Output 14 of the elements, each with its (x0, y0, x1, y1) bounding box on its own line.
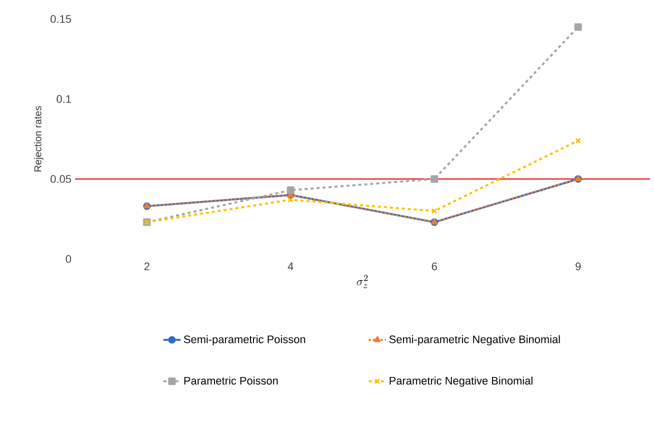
y-tick-label: 0.1 (56, 95, 71, 103)
legend-label: Parametric Poisson (184, 376, 278, 385)
x-tick-label: 4 (288, 262, 294, 270)
y-axis-title: Rejection rates (34, 106, 44, 172)
y-tick-label: 0 (66, 255, 72, 263)
x-tick-label: 2 (144, 262, 150, 270)
x-tick-label: 9 (576, 262, 581, 270)
x-tick-label: 6 (432, 262, 437, 270)
legend-label: Semi-parametric Poisson (184, 335, 306, 346)
x-axis-title: $\sigma_z^2$ (356, 274, 368, 288)
legend-label: Parametric Negative Binomial (390, 376, 532, 387)
legend-label: Semi-parametric Negative Binomial (389, 335, 560, 346)
y-tick-label: 0.05 (50, 175, 72, 183)
y-tick-label: 0.15 (50, 15, 72, 23)
